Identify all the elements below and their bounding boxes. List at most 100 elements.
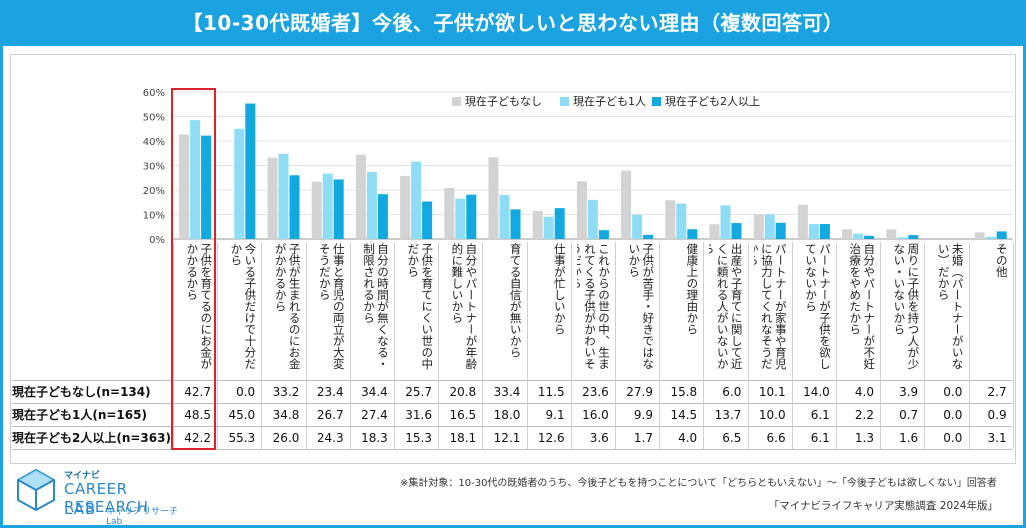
- bar: [676, 203, 687, 239]
- logo: マイナビ CAREER RESEARCH LAB キャリアリサーチLab: [14, 466, 194, 527]
- table-cell: 0.0: [943, 431, 963, 445]
- column-divider: [261, 242, 263, 449]
- table-cell: 42.7: [184, 385, 211, 399]
- table-cell: 12.1: [493, 431, 521, 445]
- bar: [179, 134, 190, 239]
- table-cell: 23.4: [316, 385, 344, 399]
- bar: [808, 224, 819, 239]
- table-cell: 3.9: [899, 385, 919, 399]
- column-divider: [526, 242, 528, 449]
- category-label: 周りに子供を持つ人が少ない・いないから: [892, 243, 921, 370]
- bar: [400, 176, 411, 239]
- column-divider: [349, 242, 351, 449]
- bar: [842, 229, 853, 239]
- column-divider: [173, 242, 174, 449]
- legend-swatch: [560, 96, 569, 106]
- table-cell: 2.2: [854, 408, 874, 422]
- table-cell: 18.3: [361, 431, 388, 445]
- bar: [853, 233, 864, 239]
- table-cell: 27.4: [361, 408, 388, 422]
- bar: [897, 237, 908, 239]
- bar: [444, 188, 455, 239]
- category-label: 未婚（パートナーがいない）だから: [936, 243, 965, 370]
- category-label: 子供を育てにくい世の中だから: [406, 243, 435, 370]
- table-cell: 10.0: [758, 408, 786, 422]
- table-cell: 48.5: [184, 408, 211, 422]
- table-cell: 12.6: [537, 431, 565, 445]
- bar: [576, 181, 587, 239]
- footnote: ※集計対象：10-30代の既婚者のうち、今後子どもを持つことについて「どちらとも…: [400, 478, 997, 489]
- table-cell: 26.0: [272, 431, 300, 445]
- category-label: 子供を育てるのにお金がかかるから: [185, 243, 214, 370]
- table-cell: 6.0: [722, 385, 742, 399]
- table-cell: 3.6: [589, 431, 609, 445]
- legend-label: 現在子どもなし: [465, 95, 542, 108]
- bar: [819, 224, 830, 239]
- column-divider: [570, 242, 572, 449]
- bar: [411, 161, 422, 239]
- table-cell: 31.6: [405, 408, 432, 422]
- bar: [510, 209, 521, 239]
- bar: [322, 173, 333, 239]
- column-divider: [747, 242, 749, 449]
- y-tick-label: 60%: [143, 88, 165, 99]
- table-row-label: 現在子どもなし(n=134): [12, 385, 151, 399]
- column-divider: [924, 242, 926, 449]
- table-rule: [12, 426, 1012, 427]
- category-label: 仕事と育児の両立が大変そうだから: [317, 243, 346, 370]
- category-label: 自分やパートナーが不妊治療をやめたから: [848, 243, 877, 370]
- bar: [267, 157, 278, 239]
- column-divider: [615, 242, 616, 449]
- bar: [753, 214, 764, 239]
- column-divider: [836, 242, 837, 449]
- bar: [621, 170, 632, 239]
- table-cell: 25.7: [405, 385, 432, 399]
- table-cell: 9.1: [545, 408, 565, 422]
- y-tick-label: 40%: [143, 137, 165, 148]
- column-divider: [791, 242, 793, 449]
- bar: [985, 236, 996, 239]
- table-rule: [12, 449, 1012, 450]
- column-divider: [703, 242, 705, 449]
- category-label: 自分やパートナーが年齢的に難しいから: [450, 243, 479, 370]
- table-cell: 11.5: [537, 385, 565, 399]
- table-cell: 4.0: [678, 431, 698, 445]
- table-cell: 34.4: [361, 385, 388, 399]
- category-label: これからの世の中、生まれてくる子供がかわいそうだから: [577, 243, 611, 370]
- table-cell: 0.0: [943, 385, 963, 399]
- table-cell: 10.1: [758, 385, 786, 399]
- bar: [543, 216, 554, 239]
- bar: [886, 229, 897, 239]
- bar: [797, 204, 808, 239]
- table-cell: 14.0: [803, 385, 830, 399]
- table-cell: 33.4: [493, 385, 521, 399]
- legend-label: 現在子ども2人以上: [665, 95, 760, 108]
- bar: [234, 128, 245, 239]
- table-cell: 14.5: [670, 408, 698, 422]
- bar: [499, 194, 510, 239]
- table-cell: 4.0: [854, 385, 874, 399]
- bar: [775, 222, 786, 239]
- table-rule: [12, 403, 1012, 404]
- table-cell: 6.1: [810, 408, 830, 422]
- bar: [289, 175, 300, 239]
- table-cell: 18.1: [449, 431, 477, 445]
- table-cell: 15.3: [405, 431, 432, 445]
- column-divider: [305, 242, 307, 449]
- table-cell: 16.0: [582, 408, 609, 422]
- y-tick-label: 0%: [149, 235, 165, 246]
- table-cell: 0.9: [987, 408, 1007, 422]
- category-label: 子供が生まれるのにお金がかかるから: [273, 243, 302, 370]
- bar: [643, 234, 654, 239]
- column-divider: [217, 242, 219, 449]
- bar: [720, 205, 731, 239]
- category-label: パートナーが家事や育児に協力してくれなそうだから: [754, 243, 788, 370]
- y-tick-label: 20%: [143, 186, 165, 197]
- highlight-box: [171, 88, 216, 450]
- bar: [709, 224, 720, 239]
- bar: [466, 194, 477, 239]
- table-cell: 9.9: [633, 408, 653, 422]
- table-cell: 45.0: [228, 408, 256, 422]
- source-note: 「マイナビライフキャリア実態調査 2024年版」: [768, 500, 998, 512]
